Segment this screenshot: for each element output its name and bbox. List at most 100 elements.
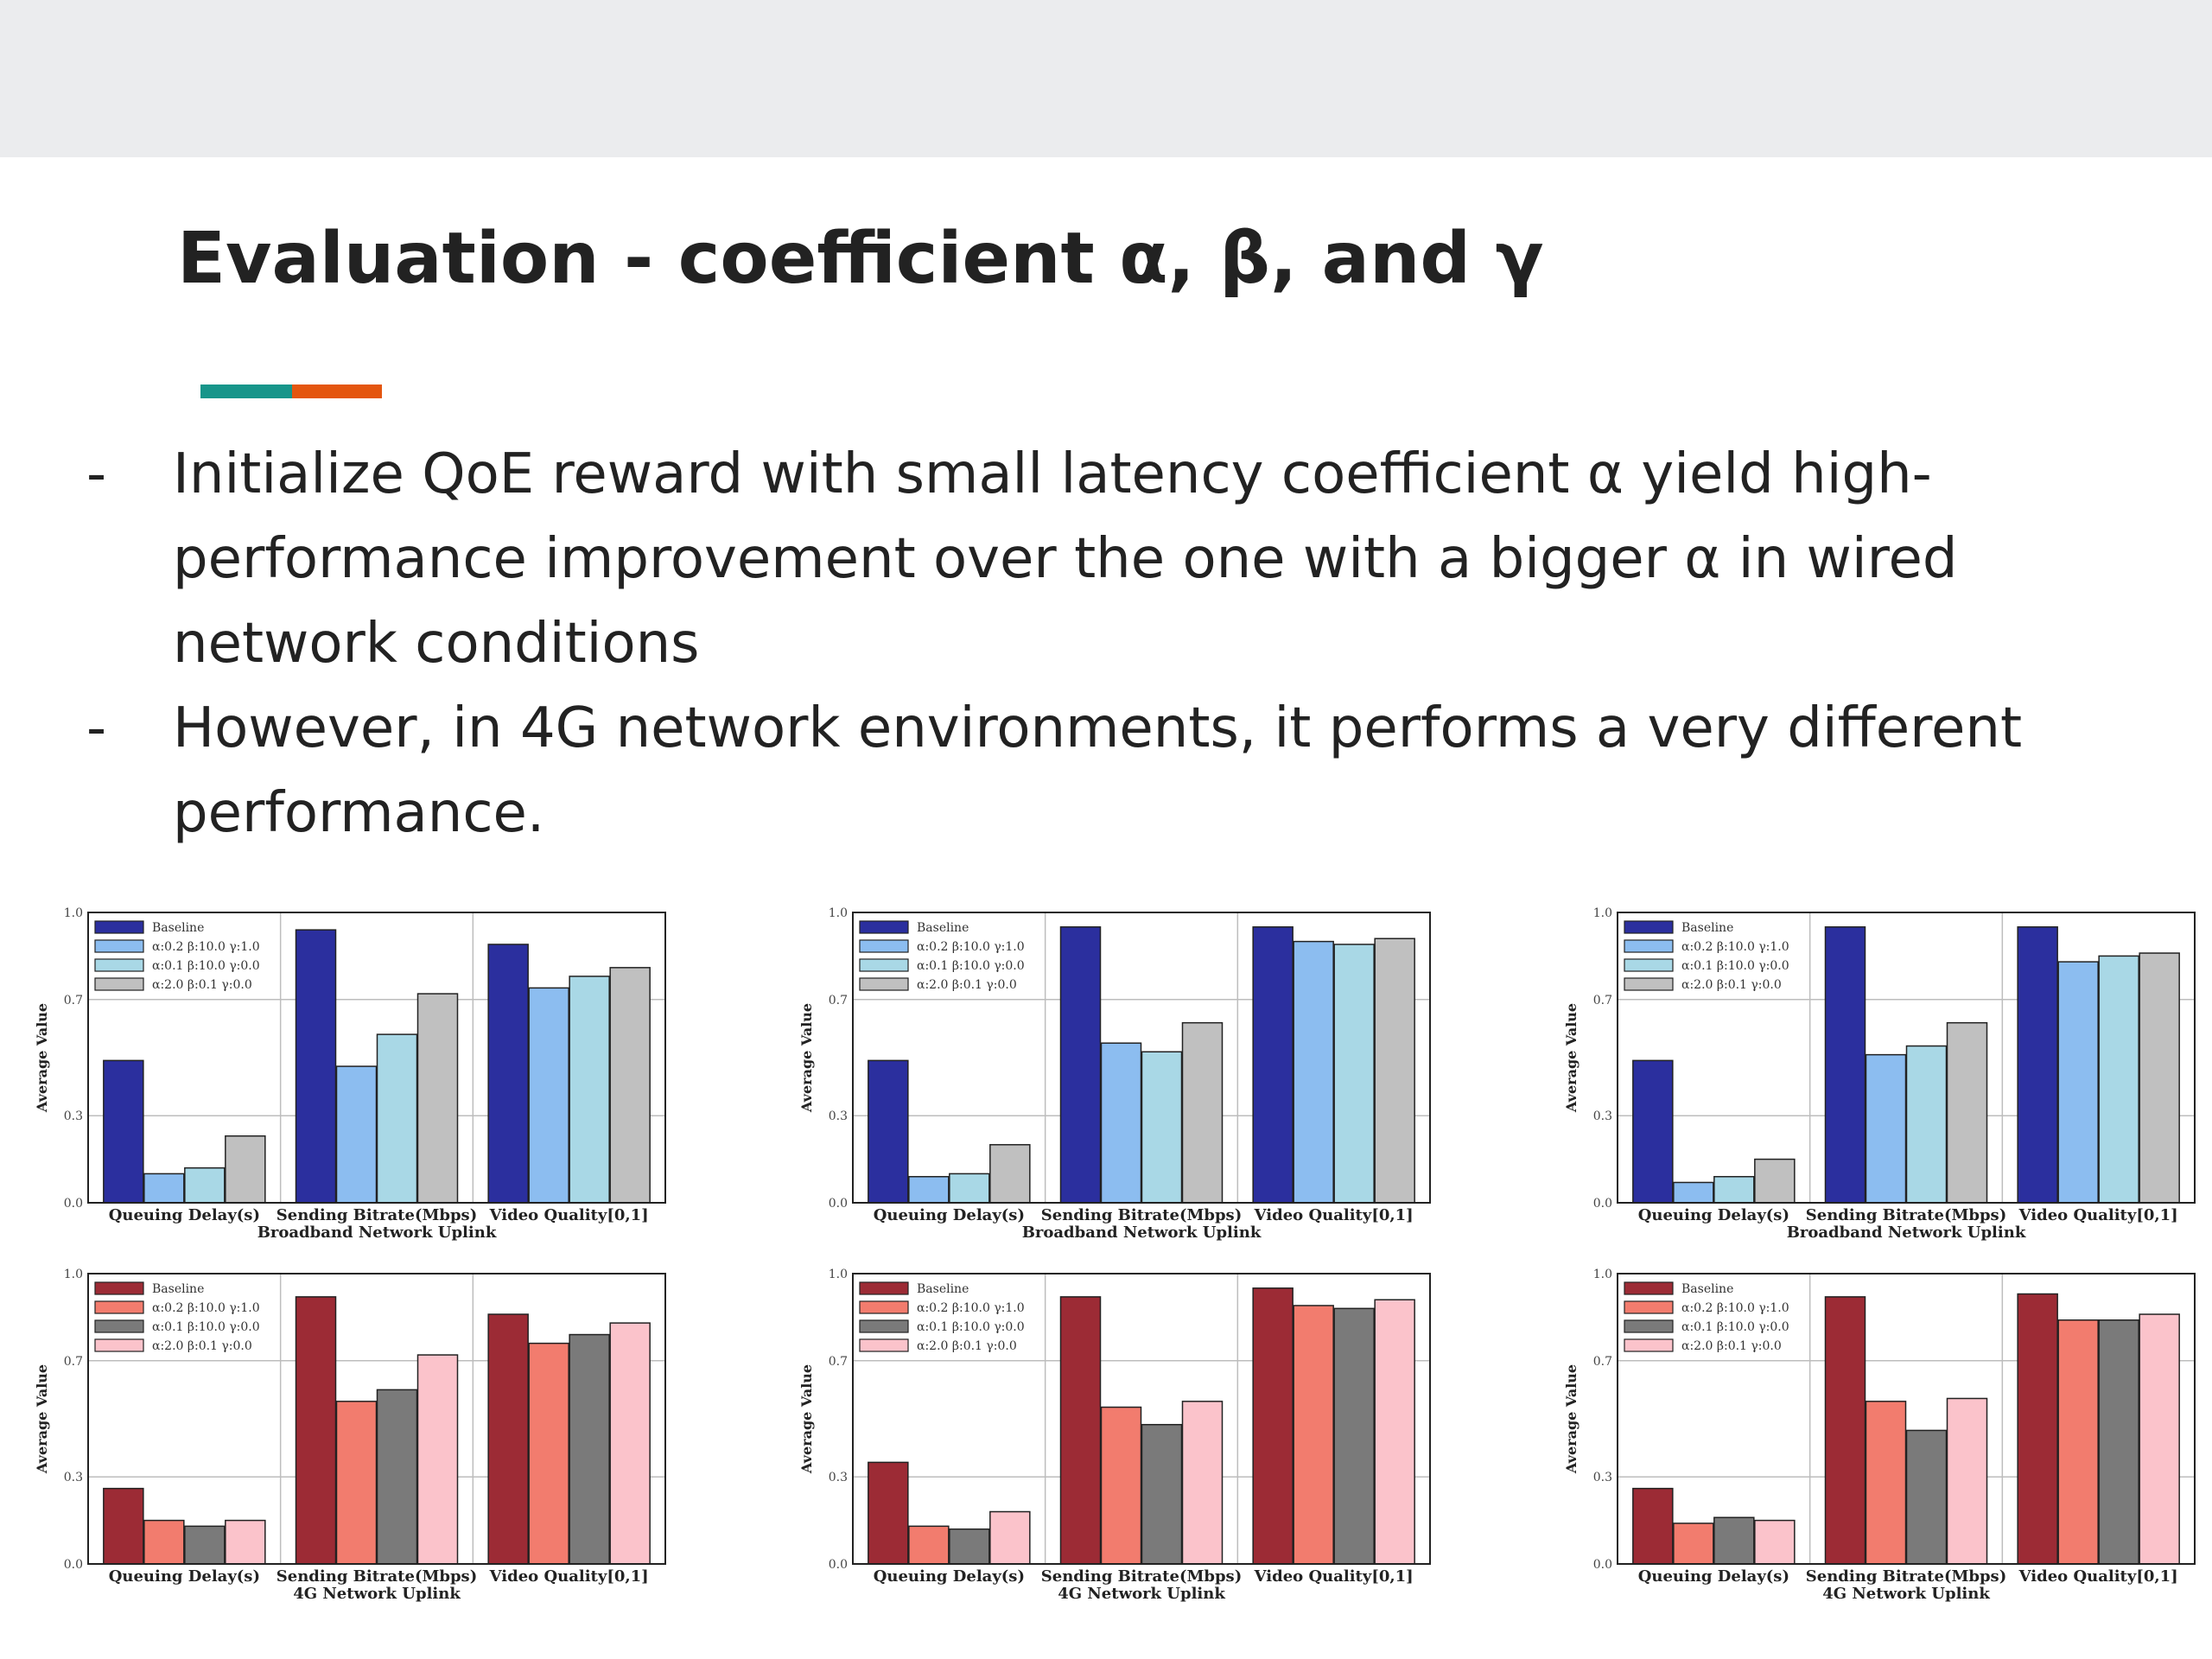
bar — [2017, 926, 2058, 1204]
bar — [103, 1059, 144, 1204]
legend-label: α:0.1 β:10.0 γ:0.0 — [152, 1320, 260, 1334]
bar — [2057, 961, 2099, 1204]
x-category-label: Video Quality[0,1] — [1254, 1206, 1414, 1224]
x-category-label: Sending Bitrate(Mbps) — [1806, 1567, 2006, 1586]
bar — [949, 1528, 990, 1565]
bar — [376, 1033, 418, 1204]
bar — [2098, 1319, 2139, 1565]
x-category-label: Sending Bitrate(Mbps) — [1041, 1567, 1242, 1586]
y-tick-label: 0.0 — [1593, 1558, 1612, 1572]
y-tick-label: 0.0 — [64, 1197, 83, 1211]
y-axis-label: Average Value — [34, 1364, 50, 1474]
bar — [143, 1519, 185, 1565]
bar — [528, 1342, 569, 1565]
x-axis-label: 4G Network Uplink — [1822, 1585, 1990, 1603]
x-axis-label: Broadband Network Uplink — [257, 1224, 497, 1242]
bullet-item: - Initialize QoE reward with small laten… — [0, 432, 2074, 686]
bar — [1252, 926, 1294, 1204]
y-axis-label: Average Value — [1563, 1364, 1580, 1474]
x-axis-label: Broadband Network Uplink — [1787, 1224, 2026, 1242]
plot-frame — [852, 1273, 1431, 1565]
bar — [1181, 1021, 1224, 1204]
top-band — [0, 0, 2212, 157]
bar — [1754, 1158, 1796, 1204]
y-tick-label: 0.7 — [64, 994, 83, 1007]
y-tick-label: 0.3 — [1593, 1471, 1612, 1484]
bar — [609, 1322, 651, 1565]
y-tick-label: 0.3 — [64, 1109, 83, 1123]
bar — [989, 1510, 1031, 1565]
bar — [335, 1065, 378, 1204]
bar — [1632, 1059, 1674, 1204]
legend-label: α:0.2 β:10.0 γ:1.0 — [152, 1301, 260, 1315]
x-axis-label: 4G Network Uplink — [1058, 1585, 1225, 1603]
legend-label: Baseline — [1681, 1282, 1733, 1296]
legend-swatch — [859, 977, 909, 991]
x-category-label: Video Quality[0,1] — [489, 1567, 649, 1586]
bar — [225, 1519, 266, 1565]
legend-label: α:0.1 β:10.0 γ:0.0 — [917, 1320, 1025, 1334]
bar — [184, 1525, 226, 1565]
bar — [1905, 1045, 1948, 1204]
y-tick-label: 0.3 — [64, 1471, 83, 1484]
bullet-marker: - — [86, 696, 107, 760]
bar — [2139, 952, 2180, 1204]
y-axis-label: Average Value — [1563, 1003, 1580, 1113]
legend-swatch — [94, 958, 144, 972]
legend-label: Baseline — [917, 1282, 969, 1296]
bar — [1824, 926, 1866, 1204]
bar — [1754, 1519, 1796, 1565]
bullet-marker: - — [86, 442, 107, 506]
bar — [1181, 1401, 1224, 1565]
x-category-label: Video Quality[0,1] — [1254, 1567, 1414, 1586]
bar — [1141, 1051, 1183, 1204]
bar — [1905, 1429, 1948, 1565]
bar — [1141, 1423, 1183, 1565]
bar — [1713, 1516, 1755, 1565]
y-tick-label: 0.0 — [64, 1558, 83, 1572]
bullet-item: - However, in 4G network environments, i… — [0, 686, 2074, 855]
bar — [2098, 955, 2139, 1204]
x-category-label: Sending Bitrate(Mbps) — [1806, 1206, 2006, 1224]
plot-frame — [1617, 1273, 2196, 1565]
y-tick-label: 0.3 — [829, 1109, 848, 1123]
legend-swatch — [1624, 1300, 1674, 1314]
y-tick-label: 0.3 — [829, 1471, 848, 1484]
y-tick-label: 0.0 — [829, 1197, 848, 1211]
bar — [2057, 1319, 2099, 1565]
chart-broadband-3: 0.0 0.3 0.7 1.0 Queuing Delay(s) Sending Bitr… — [1563, 906, 2196, 1242]
bar — [295, 929, 337, 1204]
legend-swatch — [1624, 920, 1674, 934]
bullet-list: - Initialize QoE reward with small laten… — [0, 432, 2212, 855]
y-tick-label: 0.7 — [829, 1355, 848, 1369]
x-category-label: Video Quality[0,1] — [489, 1206, 649, 1224]
bar — [1713, 1176, 1755, 1204]
bar — [1100, 1406, 1142, 1565]
chart-broadband-1: 0.0 0.3 0.7 1.0 Queuing Delay(s) Sending Bitr… — [34, 906, 666, 1242]
plot-frame — [87, 912, 666, 1204]
legend-swatch — [1624, 1338, 1674, 1352]
legend-label: Baseline — [152, 921, 204, 935]
plot-frame — [1617, 912, 2196, 1204]
bar — [1673, 1522, 1714, 1565]
legend-swatch — [94, 977, 144, 991]
x-category-label: Video Quality[0,1] — [2018, 1206, 2178, 1224]
plot-frame — [87, 1273, 666, 1565]
bar — [335, 1401, 378, 1565]
bar — [908, 1525, 950, 1565]
bar — [225, 1135, 266, 1204]
x-category-label: Sending Bitrate(Mbps) — [276, 1567, 477, 1586]
bar — [184, 1166, 226, 1204]
bar — [1632, 1487, 1674, 1565]
bar — [1059, 926, 1102, 1204]
bar — [1293, 1305, 1334, 1565]
bar — [1333, 944, 1375, 1204]
x-category-label: Video Quality[0,1] — [2018, 1567, 2178, 1586]
y-tick-label: 1.0 — [829, 906, 848, 920]
bar — [143, 1173, 185, 1204]
bar — [2139, 1313, 2180, 1565]
legend-swatch — [859, 958, 909, 972]
legend-swatch — [94, 920, 144, 934]
x-axis-label: 4G Network Uplink — [293, 1585, 461, 1603]
y-tick-label: 1.0 — [64, 1268, 83, 1281]
